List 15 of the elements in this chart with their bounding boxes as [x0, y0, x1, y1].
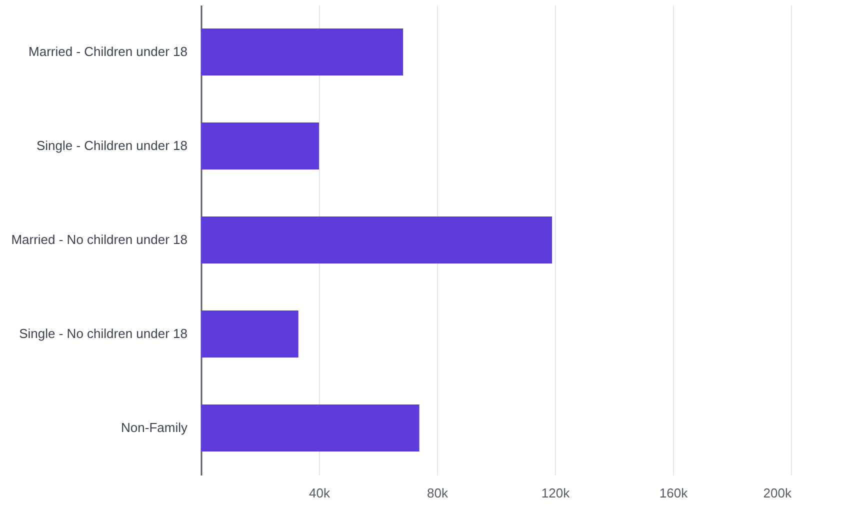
- x-tick-label: 200k: [763, 486, 792, 500]
- bar: [201, 122, 319, 170]
- x-tick-label: 120k: [541, 486, 570, 500]
- y-tick-label: Married - No children under 18: [11, 232, 188, 247]
- y-tick-label: Single - No children under 18: [19, 326, 188, 341]
- x-tick-label: 40k: [309, 486, 330, 500]
- bar: [201, 404, 420, 452]
- bar: [201, 28, 404, 76]
- y-tick-label: Married - Children under 18: [28, 44, 188, 59]
- bar: [201, 310, 298, 358]
- x-tick-label: 160k: [659, 486, 688, 500]
- y-tick-label: Non-Family: [121, 420, 188, 435]
- bar: [201, 216, 552, 264]
- x-tick-label: 80k: [427, 486, 448, 500]
- y-tick-label: Single - Children under 18: [36, 138, 188, 153]
